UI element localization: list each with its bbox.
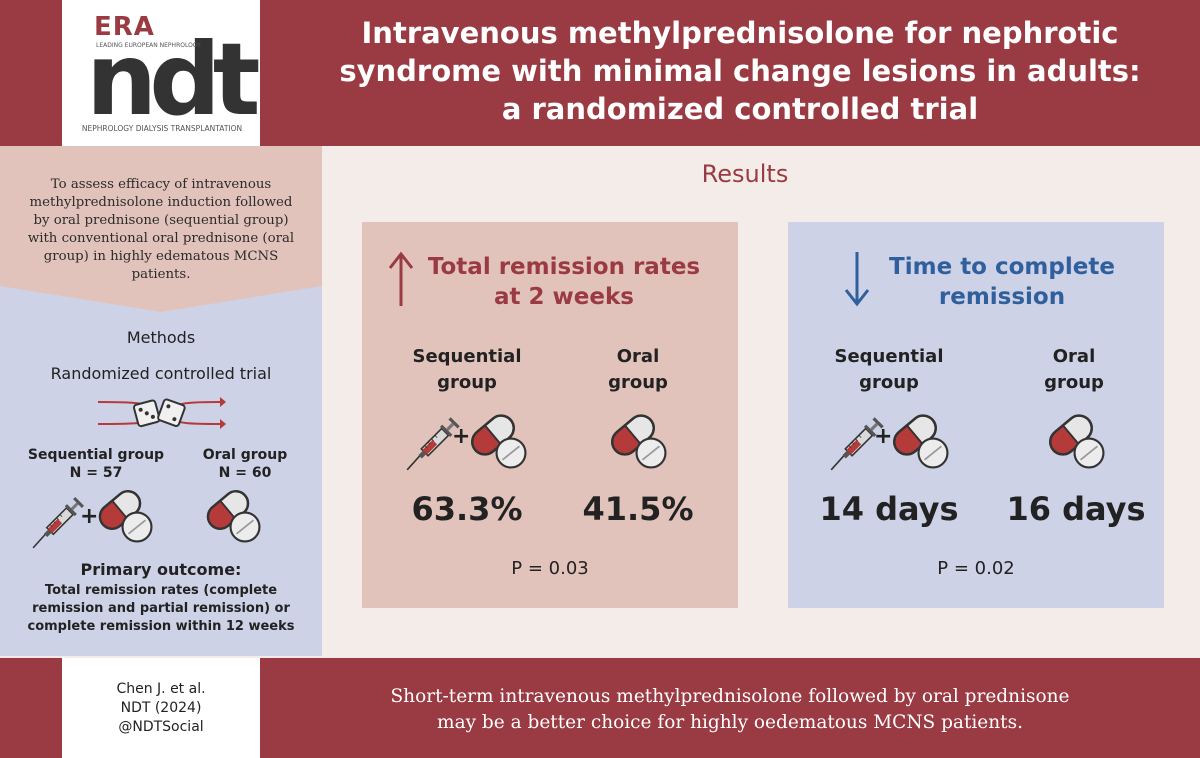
conclusion-line: Short-term intravenous methylprednisolon… [390,686,1070,707]
aim-panel [0,146,322,312]
col-head-line: Sequential [834,346,944,367]
results-title: Results [701,160,789,188]
title-line: syndrome with minimal change lesions in … [339,54,1141,88]
citation-handle: @NDTSocial [118,719,204,735]
tablet-icon [635,437,667,469]
logo-ndt: ndt [86,21,261,138]
primary-line: complete remission within 12 weeks [27,619,295,634]
col-head-line: Oral [616,346,660,367]
tablet-icon [917,437,949,469]
aim-line: group) in highly edematous MCNS [43,249,279,264]
primary-line: Total remission rates (complete [44,583,278,598]
aim-line: To assess efficacy of intravenous [50,177,272,192]
plus-icon: + [452,424,471,449]
group-size: N = 57 [69,465,123,481]
oral-column-head: Oral group [1004,344,1144,396]
col-head-line: Oral [1052,346,1096,367]
methods-title: Methods [126,328,196,347]
remission-p-value: P = 0.03 [511,558,589,579]
logo-subtitle: NEPHROLOGY DIALYSIS TRANSPLANTATION [81,124,243,133]
title-line: a randomized controlled trial [501,92,979,126]
plus-icon: + [874,424,893,449]
group-name: Oral group [202,447,288,463]
aim-line: patients. [131,267,191,282]
tablet-icon [495,437,527,469]
sequential-time-to-remission: 14 days [819,490,959,528]
citation-journal: NDT (2024) [120,700,202,716]
down-arrow-icon [844,252,870,307]
col-head-line: Sequential [412,346,522,367]
remission-rate-card [362,222,738,608]
conclusion-line: may be a better choice for highly oedema… [437,712,1023,733]
sequential-column-head: Sequential group [814,344,964,396]
oral-column-head: Oral group [568,344,708,396]
time-p-value: P = 0.02 [937,558,1015,579]
tablet-icon [1073,437,1105,469]
aim-line: with conventional oral prednisone (oral [27,231,295,246]
journal-logo: ndt ERA LEADING EUROPEAN NEPHROLOGY NEPH… [62,0,261,146]
time-to-remission-heading: Time to complete remission [862,252,1142,312]
primary-outcome-title: Primary outcome: [80,560,242,579]
col-head-line: group [437,372,497,393]
citation-authors: Chen J. et al. [116,681,206,697]
conclusion: Short-term intravenous methylprednisolon… [280,684,1180,736]
heading-line: remission [938,284,1066,310]
sequential-remission-rate: 63.3% [411,490,523,528]
sequential-column-head: Sequential group [392,344,542,396]
plus-icon: + [80,504,99,529]
citation-box [62,658,260,758]
primary-outcome-text: Total remission rates (complete remissio… [8,582,314,636]
aim-line: methylprednisolone induction followed [29,195,293,210]
sequential-group-label: Sequential group N = 57 [16,446,176,482]
logo-era-sub: LEADING EUROPEAN NEPHROLOGY [96,42,201,49]
logo-era: ERA [94,12,155,42]
oral-group-label: Oral group N = 60 [180,446,310,482]
heading-line: at 2 weeks [494,284,634,310]
remission-rate-heading: Total remission rates at 2 weeks [414,252,714,312]
citation: Chen J. et al. NDT (2024) @NDTSocial [62,680,260,737]
primary-line: remission and partial remission) or [32,601,290,616]
page-title: Intravenous methylprednisolone for nephr… [300,14,1180,128]
tablet-icon [121,511,153,543]
up-arrow-icon [388,251,414,306]
oral-remission-rate: 41.5% [582,490,694,528]
col-head-line: group [1044,372,1104,393]
group-size: N = 60 [218,465,272,481]
time-to-remission-card [788,222,1164,608]
study-design: Randomized controlled trial [50,364,272,383]
aim-line: by oral prednisone (sequential group) [33,213,289,228]
aim-text: To assess efficacy of intravenous methyl… [14,176,308,284]
group-name: Sequential group [27,447,165,463]
heading-line: Time to complete [889,254,1115,280]
tablet-icon [229,511,261,543]
title-line: Intravenous methylprednisolone for nephr… [361,16,1119,50]
col-head-line: group [859,372,919,393]
methods-panel [0,286,322,656]
heading-line: Total remission rates [427,254,701,280]
oral-time-to-remission: 16 days [1006,490,1146,528]
randomization-dice-icon [97,397,226,429]
col-head-line: group [608,372,668,393]
